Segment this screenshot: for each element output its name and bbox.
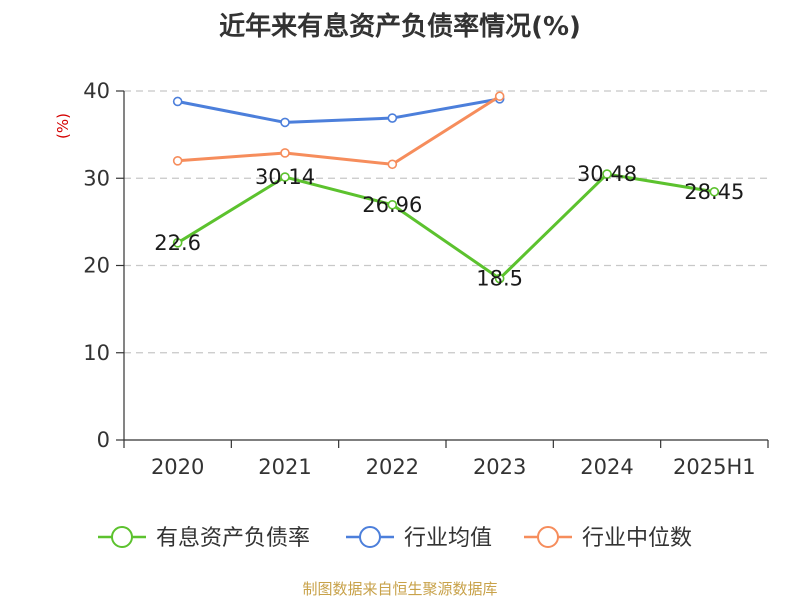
y-tick-label: 0 <box>97 428 110 452</box>
legend-swatch-marker <box>111 526 133 548</box>
x-tick-label: 2023 <box>473 455 526 479</box>
source-note: 制图数据来自恒生聚源数据库 <box>302 580 498 598</box>
legend-swatch-marker <box>359 526 381 548</box>
legend-label: 行业均值 <box>404 526 492 551</box>
y-tick-label: 30 <box>83 166 110 190</box>
data-label: 26.96 <box>362 193 422 217</box>
y-tick-label: 40 <box>83 79 110 103</box>
data-point <box>494 91 505 102</box>
data-point <box>280 117 290 128</box>
x-tick-label: 2025H1 <box>673 455 756 479</box>
data-point <box>387 199 398 210</box>
label-layer: 22.6 30.14 26.96 18.5 30.48 28.45 <box>154 162 744 291</box>
legend-swatch-marker <box>537 526 559 548</box>
data-point <box>172 156 183 166</box>
data-point <box>280 172 290 182</box>
x-tick-label: 2024 <box>580 455 633 479</box>
series-layer <box>172 91 720 284</box>
legend-label: 行业中位数 <box>582 526 692 551</box>
data-point <box>280 148 290 158</box>
x-tick-label: 2021 <box>258 455 311 479</box>
data-label: 30.14 <box>255 165 315 189</box>
data-point <box>172 238 183 248</box>
legend-label: 有息资产负债率 <box>156 526 310 551</box>
series-line <box>177 97 500 124</box>
data-point <box>602 169 612 179</box>
data-label: 28.45 <box>684 180 744 204</box>
legend: 有息资产负债率 行业均值 行业中位数 <box>98 526 692 551</box>
data-point <box>709 186 720 197</box>
y-axis-label: (%) <box>54 113 72 139</box>
data-point <box>172 96 183 107</box>
x-tick-label: 2022 <box>366 455 419 479</box>
data-point <box>494 273 505 284</box>
axis-layer: 0 10 20 30 40 2020 2021 2022 2023 2024 2025H1 (%) <box>54 79 769 479</box>
data-point <box>387 113 398 123</box>
series-line <box>176 172 715 281</box>
data-label: 18.5 <box>476 267 523 291</box>
data-label: 22.6 <box>154 231 201 255</box>
y-tick-label: 10 <box>83 341 110 365</box>
chart-title: 近年来有息资产负债率情况(%) <box>219 12 581 42</box>
series-line <box>177 94 501 166</box>
data-label: 30.48 <box>577 162 637 186</box>
x-tick-label: 2020 <box>151 455 204 479</box>
y-tick-label: 20 <box>83 254 110 278</box>
data-point <box>387 159 398 170</box>
